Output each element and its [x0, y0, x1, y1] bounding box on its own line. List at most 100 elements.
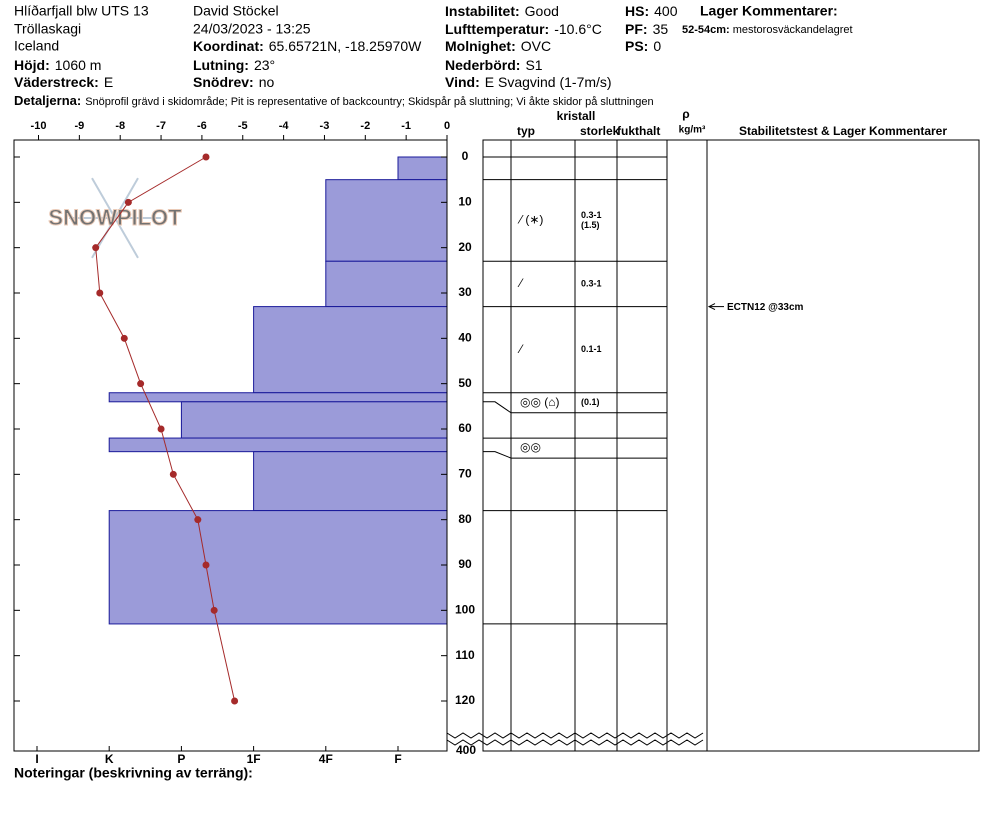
- details-label: Detaljerna:: [14, 93, 81, 108]
- hardness-label: P: [177, 752, 185, 766]
- x-tick-label: -1: [401, 120, 411, 132]
- header-field: Koordinat: 65.65721N, -18.25970W: [193, 38, 422, 54]
- grain-type: ⁄: [517, 342, 524, 356]
- header-field: Molnighet: OVC: [445, 38, 551, 54]
- logo: SNOWPILOT: [48, 177, 183, 259]
- y-tick-label: 60: [458, 421, 472, 435]
- hardness-layer: [253, 306, 448, 394]
- temperature-point: [124, 198, 132, 206]
- field-value: 65.65721N, -18.25970W: [269, 38, 422, 54]
- field-value: OVC: [521, 38, 551, 54]
- col-header: ρ: [682, 107, 689, 121]
- x-tick-label: -2: [360, 120, 370, 132]
- y-tick-label: 40: [458, 331, 472, 345]
- stability-label: ECTN12 @33cm: [727, 302, 804, 313]
- field-label: Lufttemperatur:: [445, 21, 549, 37]
- grain-size: 0.3-1: [581, 210, 602, 220]
- temperature-point: [157, 425, 165, 433]
- col-header: Stabilitetstest & Lager Kommentarer: [739, 124, 947, 138]
- y-tick-label: 30: [458, 285, 472, 299]
- field-value: 1060 m: [55, 57, 102, 73]
- col-header: kg/m³: [679, 125, 706, 136]
- col-header: typ: [517, 124, 535, 138]
- x-tick-label: -6: [197, 120, 207, 132]
- field-value: no: [259, 74, 275, 90]
- notes-label: Noteringar (beskrivning av terräng):: [14, 765, 253, 781]
- field-value: E: [104, 74, 113, 90]
- field-label: Molnighet:: [445, 38, 516, 54]
- layer-comments-title: Lager Kommentarer:: [700, 3, 838, 19]
- logo-flake: [114, 217, 139, 259]
- field-label: Instabilitet:: [445, 3, 520, 19]
- header-field: Snödrev: no: [193, 74, 274, 90]
- col-header: storlek: [580, 124, 620, 138]
- hardness-layer: [108, 510, 448, 625]
- y-tick-label: 20: [458, 240, 472, 254]
- x-tick-label: -7: [156, 120, 166, 132]
- field-label: PF:: [625, 21, 648, 37]
- field-value: -10.6°C: [554, 21, 602, 37]
- y-tick-label: 50: [458, 376, 472, 390]
- x-tick-label: -10: [31, 120, 47, 132]
- y-tick-label: 100: [455, 603, 475, 617]
- hardness-layer: [397, 156, 448, 181]
- hardness-layer: [108, 392, 448, 403]
- field-label: Höjd:: [14, 57, 50, 73]
- grain-size: (0.1): [581, 397, 600, 407]
- header-text: David Stöckel: [193, 3, 279, 19]
- x-tick-label: -5: [238, 120, 248, 132]
- header-text: Tröllaskagi: [14, 21, 81, 37]
- grain-type: ◎◎ (⌂): [520, 395, 560, 409]
- header-field: Nederbörd: S1: [445, 57, 543, 73]
- header-text: 24/03/2023 - 13:25: [193, 21, 311, 37]
- temperature-point: [210, 606, 218, 614]
- temperature-point: [96, 289, 104, 297]
- layer-table-frame: [482, 139, 980, 752]
- bottom-tick-label: 400: [456, 743, 476, 757]
- header-field: Höjd: 1060 m: [14, 57, 101, 73]
- field-label: Koordinat:: [193, 38, 264, 54]
- hardness-layer: [180, 401, 448, 439]
- grain-type: ◎◎: [520, 440, 541, 454]
- depth-break: [446, 732, 704, 739]
- field-label: Nederbörd:: [445, 57, 520, 73]
- temperature-point: [202, 153, 210, 161]
- stability-arrowhead: [707, 303, 716, 311]
- hardness-label: I: [35, 752, 38, 766]
- temperature-point: [137, 380, 145, 388]
- x-tick-label: -3: [320, 120, 330, 132]
- header-text: Hlíðarfjall blw UTS 13: [14, 3, 149, 19]
- x-tick-label: -8: [115, 120, 125, 132]
- plot-frame: [13, 139, 448, 752]
- comment-value: mestorosväckandelagret: [733, 24, 853, 36]
- field-label: PS:: [625, 38, 648, 54]
- col-header: fukthalt: [617, 124, 660, 138]
- field-value: 35: [653, 21, 669, 37]
- header-field: Väderstreck: E: [14, 74, 113, 90]
- field-label: Väderstreck:: [14, 74, 99, 90]
- header-field: PS: 0: [625, 38, 661, 54]
- header-field: Instabilitet: Good: [445, 3, 559, 19]
- hardness-layer: [325, 179, 448, 262]
- layer-boundary: [483, 401, 667, 414]
- header-text: Iceland: [14, 38, 59, 54]
- logo-flake: [114, 177, 139, 219]
- header-field: Lufttemperatur: -10.6°C: [445, 21, 602, 37]
- x-tick-label: -4: [279, 120, 290, 132]
- y-tick-label: 90: [458, 557, 472, 571]
- field-value: S1: [525, 57, 542, 73]
- y-tick-label: 10: [458, 195, 472, 209]
- field-value: 0: [653, 38, 661, 54]
- header-field: HS: 400: [625, 3, 678, 19]
- field-label: HS:: [625, 3, 649, 19]
- logo-flake: [91, 177, 116, 219]
- layer-boundary: [483, 451, 667, 459]
- temperature-line: [95, 156, 236, 702]
- field-value: 400: [654, 3, 678, 19]
- logo-text: SNOWPILOT: [48, 205, 182, 230]
- temperature-point: [231, 697, 239, 705]
- grain-size: (1.5): [581, 220, 600, 230]
- header-field: Lutning: 23°: [193, 57, 275, 73]
- comment-label: 52-54cm:: [682, 24, 730, 36]
